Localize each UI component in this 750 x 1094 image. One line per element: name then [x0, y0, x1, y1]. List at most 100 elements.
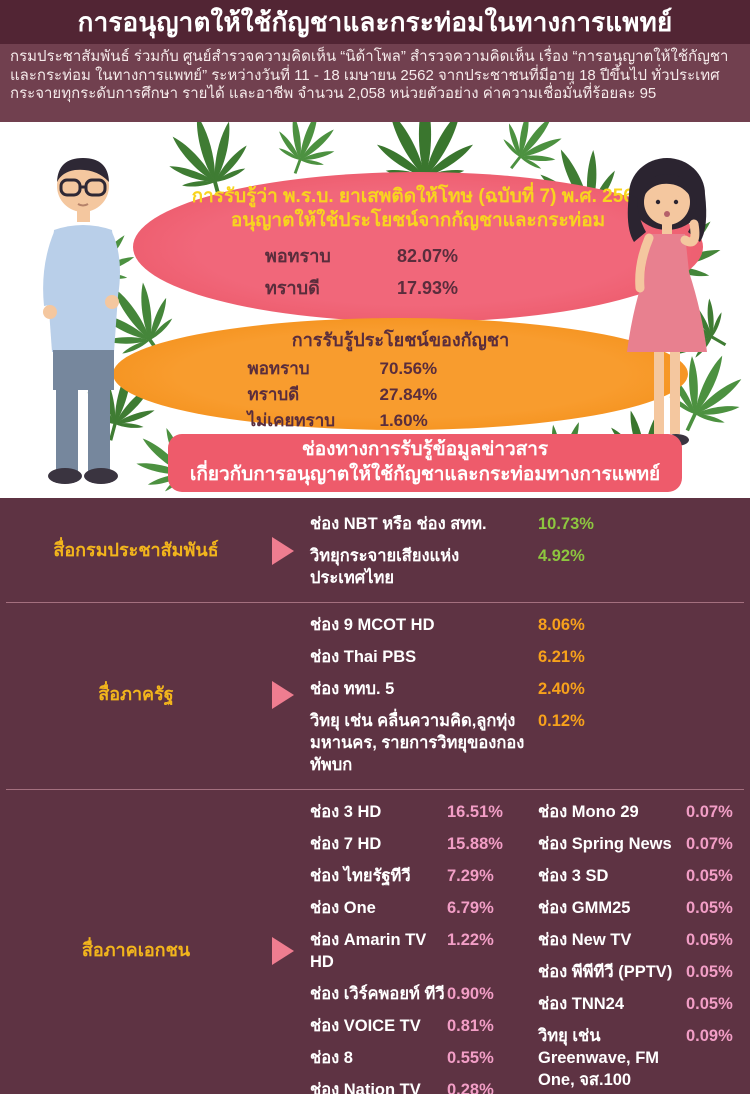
- channel-share: 0.81%: [447, 1017, 494, 1035]
- divider: [6, 602, 744, 603]
- act-awareness-panel: การรับรู้ว่า พ.ร.บ. ยาเสพติดให้โทษ (ฉบับ…: [133, 172, 703, 322]
- channel-share: 0.55%: [447, 1049, 494, 1067]
- channel-share: 0.05%: [686, 867, 733, 885]
- title-bar: การอนุญาตให้ใช้กัญชาและกระท่อมในทางการแพ…: [0, 0, 750, 44]
- channel-row: ช่อง ททบ. 5 2.40%: [310, 673, 744, 705]
- channel-row: ช่อง New TV 0.05%: [538, 924, 733, 956]
- act-awareness-title-line1: การรับรู้ว่า พ.ร.บ. ยาเสพติดให้โทษ (ฉบับ…: [191, 186, 645, 207]
- channel-name: ช่อง ไทยรัฐทีวี: [310, 867, 411, 885]
- channel-name: วิทยุกระจายเสียงแห่งประเทศไทย: [310, 547, 460, 587]
- act-awareness-title-line2: อนุญาตให้ใช้ประโยชน์จากกัญชาและกระท่อม: [230, 209, 606, 231]
- channel-share: 0.05%: [686, 899, 733, 917]
- arrow-right-icon: [272, 537, 294, 565]
- private-column-left: ช่อง 3 HD 16.51% ช่อง 7 HD 15.88% ช่อง ไ…: [310, 796, 532, 1094]
- channel-name: ช่อง 9 MCOT HD: [310, 616, 435, 634]
- woman-dress: [627, 234, 707, 352]
- channel-share: 7.29%: [447, 867, 494, 885]
- channel-name: ช่อง One: [310, 899, 376, 917]
- channel-row: ช่อง GMM25 0.05%: [538, 892, 733, 924]
- benefit-awareness-rows: พอทราบ 70.56% ทราบดี 27.84% ไม่เคยทราบ 1…: [248, 356, 498, 434]
- media-group-private: สื่อภาคเอกชน ช่อง 3 HD 16.51% ช่อง 7 HD …: [0, 792, 750, 1094]
- channels-banner: ช่องทางการรับรู้ข้อมูลข่าวสาร เกี่ยวกับก…: [168, 434, 682, 492]
- arrow-right-icon: [272, 681, 294, 709]
- stat-row: ไม่เคยทราบ 1.60%: [248, 408, 498, 434]
- stat-row: พอทราบ 82.07%: [265, 240, 515, 272]
- channel-name: ช่อง 7 HD: [310, 835, 382, 853]
- channel-name: ช่อง 8: [310, 1049, 353, 1067]
- man-pants: [53, 350, 114, 390]
- benefit-awareness-title: การรับรู้ประโยชน์ของกัญชา: [291, 330, 510, 350]
- channel-name: ช่อง 3 SD: [538, 867, 609, 885]
- stat-label: ทราบดี: [247, 385, 300, 404]
- group-rows: ช่อง 3 HD 16.51% ช่อง 7 HD 15.88% ช่อง ไ…: [306, 796, 744, 1094]
- channel-share: 0.90%: [447, 985, 494, 1003]
- channel-row: ช่อง VOICE TV 0.81%: [310, 1010, 532, 1042]
- stat-label: พอทราบ: [265, 245, 331, 266]
- stat-value: 27.84%: [379, 385, 438, 404]
- channel-share: 0.07%: [686, 803, 733, 821]
- channels-table: สื่อกรมประชาสัมพันธ์ ช่อง NBT หรือ ช่อง …: [0, 498, 750, 1094]
- channel-share: 0.05%: [686, 995, 733, 1013]
- media-group-prd: สื่อกรมประชาสัมพันธ์ ช่อง NBT หรือ ช่อง …: [0, 504, 750, 600]
- stat-value: 70.56%: [379, 359, 438, 378]
- group-label: สื่อกรมประชาสัมพันธ์: [53, 540, 219, 561]
- stat-value: 82.07%: [397, 245, 459, 266]
- channel-share: 1.22%: [447, 931, 494, 949]
- channel-row: ช่อง เวิร์คพอยท์ ทีวี 0.90%: [310, 978, 532, 1010]
- glasses-icon: [59, 178, 107, 197]
- channel-share: 10.73%: [538, 515, 594, 533]
- channel-name: ช่อง Thai PBS: [310, 648, 417, 666]
- channel-share: 8.06%: [538, 616, 585, 634]
- channel-share: 0.28%: [447, 1081, 494, 1094]
- channel-share: 6.79%: [447, 899, 494, 917]
- channel-row: วิทยุ เช่น คลื่นความคิด,ลูกทุ่งมหานคร, ร…: [310, 705, 744, 781]
- channel-row: ช่อง Amarin TV HD 1.22%: [310, 924, 532, 978]
- channel-name: ช่อง New TV: [538, 931, 632, 949]
- group-label: สื่อภาคเอกชน: [81, 940, 191, 961]
- page-title: การอนุญาตให้ใช้กัญชาและกระท่อมในทางการแพ…: [77, 6, 673, 37]
- channel-name: ช่อง ททบ. 5: [310, 680, 395, 698]
- stat-label: ไม่เคยทราบ: [247, 411, 336, 430]
- channel-name: ช่อง เวิร์คพอยท์ ทีวี: [310, 985, 445, 1003]
- hero-illustration: การรับรู้ว่า พ.ร.บ. ยาเสพติดให้โทษ (ฉบับ…: [0, 122, 750, 498]
- channel-name: ช่อง NBT หรือ ช่อง สทท.: [310, 515, 487, 533]
- channel-share: 0.12%: [538, 712, 585, 730]
- channel-row: วิทยุกระจายเสียงแห่งประเทศไทย 4.92%: [310, 540, 744, 594]
- group-rows: ช่อง NBT หรือ ช่อง สทท. 10.73% วิทยุกระจ…: [306, 508, 744, 594]
- channel-row: ช่อง ไทยรัฐทีวี 7.29%: [310, 860, 532, 892]
- channel-row: ช่อง One 6.79%: [310, 892, 532, 924]
- arrow-right-icon: [272, 937, 294, 965]
- woman-face: [644, 179, 690, 225]
- channel-share: 0.09%: [686, 1027, 733, 1045]
- stat-row: ทราบดี 27.84%: [248, 382, 498, 408]
- woman-illustration: [627, 158, 707, 446]
- channel-name: ช่อง VOICE TV: [310, 1017, 421, 1035]
- media-group-government: สื่อภาครัฐ ช่อง 9 MCOT HD 8.06% ช่อง Tha…: [0, 605, 750, 787]
- channel-row: ช่อง Nation TV 0.28%: [310, 1074, 532, 1094]
- stat-row: พอทราบ 70.56%: [248, 356, 498, 382]
- channel-row: ช่อง Thai PBS 6.21%: [310, 641, 744, 673]
- survey-description: กรมประชาสัมพันธ์ ร่วมกับ ศูนย์สำรวจความค…: [0, 44, 750, 122]
- channel-share: 0.05%: [686, 931, 733, 949]
- channel-row: ช่อง 8 0.55%: [310, 1042, 532, 1074]
- benefit-awareness-panel: การรับรู้ประโยชน์ของกัญชา พอทราบ 70.56% …: [113, 318, 688, 430]
- channel-row: ช่อง Spring News 0.07%: [538, 828, 733, 860]
- stat-row: ทราบดี 17.93%: [265, 272, 515, 304]
- man-shirt: [48, 225, 118, 352]
- channel-row: ช่อง TNN24 0.05%: [538, 988, 733, 1020]
- channel-share: 0.07%: [686, 835, 733, 853]
- channel-row: ช่อง 3 HD 16.51%: [310, 796, 532, 828]
- channel-name: ช่อง Nation TV: [310, 1081, 421, 1094]
- stat-label: พอทราบ: [247, 359, 310, 378]
- act-awareness-rows: พอทราบ 82.07% ทราบดี 17.93%: [265, 240, 515, 304]
- stat-value: 17.93%: [397, 277, 459, 298]
- divider: [6, 789, 744, 790]
- channel-row: ช่อง Mono 29 0.07%: [538, 796, 733, 828]
- channel-row: ช่อง พีพีทีวี (PPTV) 0.05%: [538, 956, 733, 988]
- channel-row: ช่อง 7 HD 15.88%: [310, 828, 532, 860]
- channel-name: ช่อง 3 HD: [310, 803, 382, 821]
- channels-banner-line2: เกี่ยวกับการอนุญาตให้ใช้กัญชาและกระท่อมท…: [189, 464, 661, 485]
- channel-name: ช่อง TNN24: [538, 995, 625, 1013]
- channel-row: ช่อง NBT หรือ ช่อง สทท. 10.73%: [310, 508, 744, 540]
